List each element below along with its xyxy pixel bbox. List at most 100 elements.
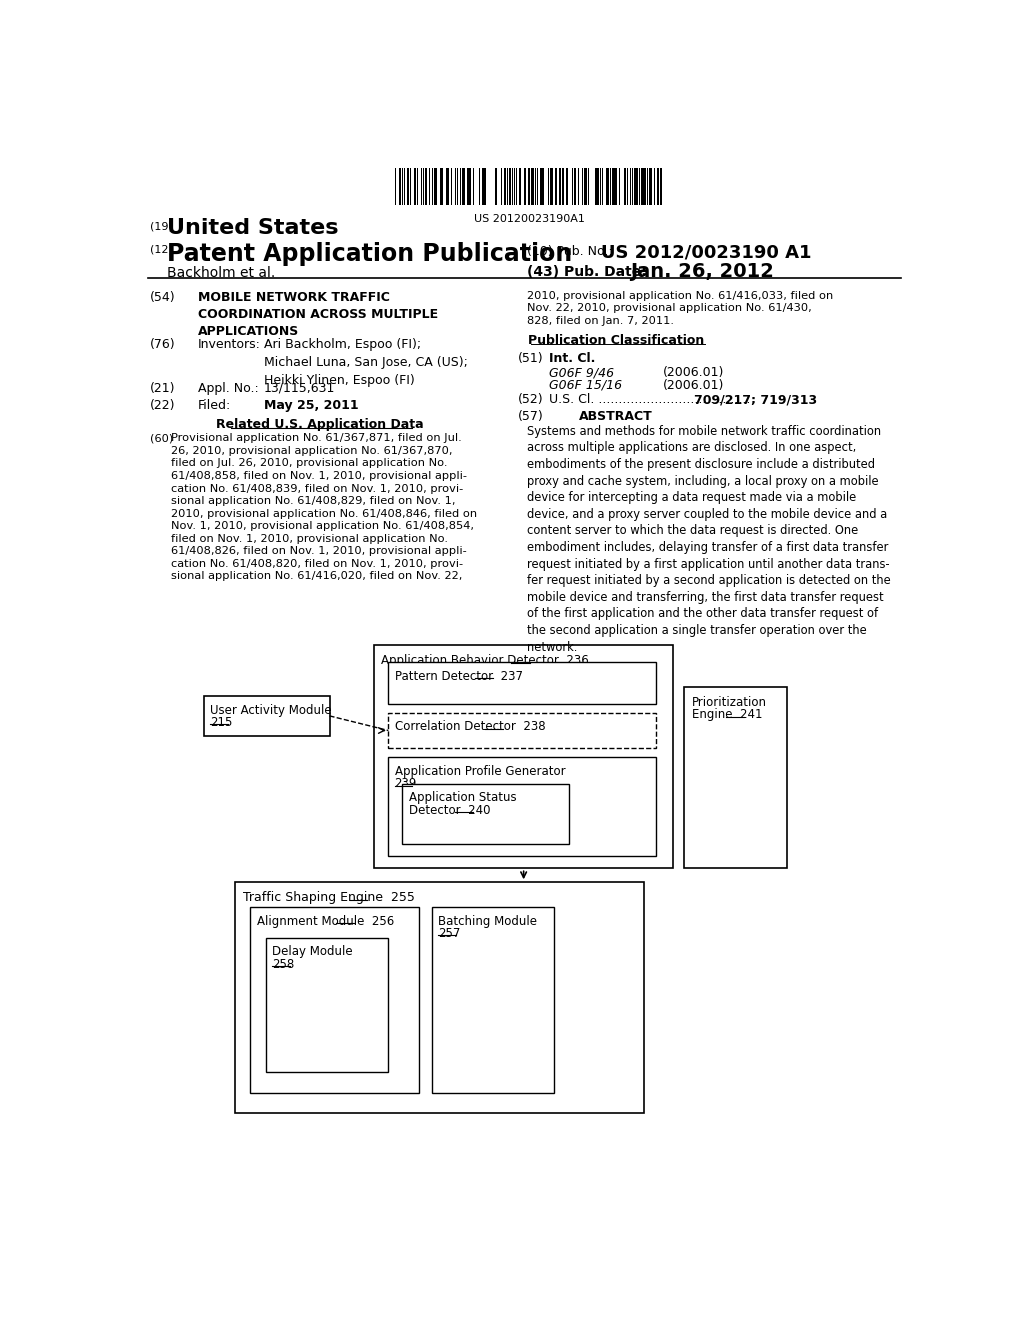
Bar: [432, 907, 554, 1093]
Bar: [606, 168, 609, 205]
Bar: [407, 168, 409, 205]
Text: 13/115,631: 13/115,631: [263, 381, 335, 395]
Bar: [423, 168, 424, 205]
Bar: [636, 168, 638, 205]
Bar: [388, 758, 655, 857]
Bar: [639, 168, 640, 205]
Text: (52): (52): [518, 393, 544, 407]
Bar: [460, 168, 461, 205]
Text: 215: 215: [210, 715, 232, 729]
Bar: [504, 168, 506, 205]
Text: (2006.01): (2006.01): [663, 379, 724, 392]
Bar: [555, 168, 557, 205]
Text: U.S. Cl. ......................................: U.S. Cl. ...............................…: [549, 393, 751, 407]
Text: (2006.01): (2006.01): [663, 367, 724, 379]
Text: G06F 9/46: G06F 9/46: [549, 367, 614, 379]
Text: ABSTRACT: ABSTRACT: [580, 411, 653, 424]
Text: Prioritization: Prioritization: [692, 696, 767, 709]
Bar: [266, 937, 388, 1072]
Text: Batching Module: Batching Module: [438, 915, 537, 928]
Text: (21): (21): [150, 381, 175, 395]
Bar: [414, 168, 417, 205]
Bar: [388, 713, 655, 748]
Text: (60): (60): [150, 433, 173, 444]
Bar: [588, 168, 589, 205]
Bar: [550, 168, 553, 205]
Text: (76): (76): [150, 338, 175, 351]
Text: Backholm et al.: Backholm et al.: [167, 267, 275, 280]
Text: Patent Application Publication: Patent Application Publication: [167, 242, 572, 265]
Text: Inventors:: Inventors:: [198, 338, 261, 351]
Bar: [634, 168, 636, 205]
Text: Related U.S. Application Data: Related U.S. Application Data: [216, 418, 424, 430]
Bar: [482, 168, 484, 205]
Bar: [611, 168, 614, 205]
Text: (51): (51): [518, 352, 544, 366]
Bar: [462, 168, 465, 205]
Text: United States: United States: [167, 218, 338, 239]
Text: Jan. 26, 2012: Jan. 26, 2012: [630, 263, 774, 281]
Text: Appl. No.:: Appl. No.:: [198, 381, 258, 395]
Text: Pattern Detector  237: Pattern Detector 237: [394, 669, 522, 682]
Text: 257: 257: [438, 927, 461, 940]
Bar: [643, 168, 646, 205]
Bar: [624, 168, 626, 205]
Text: US 20120023190A1: US 20120023190A1: [474, 214, 585, 224]
Text: Detector  240: Detector 240: [409, 804, 490, 817]
Text: Delay Module: Delay Module: [272, 945, 353, 958]
Text: Application Profile Generator: Application Profile Generator: [394, 766, 565, 779]
Text: 2010, provisional application No. 61/416,033, filed on
Nov. 22, 2010, provisiona: 2010, provisional application No. 61/416…: [527, 290, 834, 326]
Text: US 2012/0023190 A1: US 2012/0023190 A1: [601, 243, 811, 261]
Text: (12): (12): [150, 244, 173, 255]
Bar: [251, 907, 420, 1093]
Text: Provisional application No. 61/367,871, filed on Jul.
26, 2010, provisional appl: Provisional application No. 61/367,871, …: [171, 433, 477, 581]
Bar: [399, 168, 400, 205]
Text: Correlation Detector  238: Correlation Detector 238: [394, 721, 545, 734]
Text: Publication Classification: Publication Classification: [528, 334, 705, 347]
Bar: [434, 168, 435, 205]
Bar: [528, 168, 530, 205]
Bar: [495, 168, 497, 205]
Bar: [204, 696, 330, 737]
Bar: [573, 168, 575, 205]
Bar: [656, 168, 658, 205]
Bar: [649, 168, 652, 205]
Bar: [584, 168, 587, 205]
Bar: [559, 168, 561, 205]
Bar: [509, 168, 511, 205]
Bar: [515, 168, 517, 205]
Bar: [447, 168, 449, 205]
Bar: [615, 168, 617, 205]
Bar: [402, 784, 569, 843]
Bar: [540, 168, 543, 205]
Text: User Activity Module: User Activity Module: [210, 704, 332, 717]
Bar: [566, 168, 568, 205]
Text: 258: 258: [272, 958, 295, 970]
Text: (22): (22): [150, 400, 175, 412]
Text: (54): (54): [150, 290, 175, 304]
Text: (57): (57): [518, 411, 544, 424]
Bar: [595, 168, 598, 205]
Bar: [684, 686, 786, 869]
Bar: [562, 168, 564, 205]
Bar: [501, 168, 503, 205]
Bar: [234, 882, 644, 1113]
Text: (43) Pub. Date:: (43) Pub. Date:: [527, 264, 647, 279]
Text: 239: 239: [394, 777, 417, 791]
Bar: [473, 168, 474, 205]
Text: May 25, 2011: May 25, 2011: [263, 400, 358, 412]
Text: MOBILE NETWORK TRAFFIC
COORDINATION ACROSS MULTIPLE
APPLICATIONS: MOBILE NETWORK TRAFFIC COORDINATION ACRO…: [198, 290, 438, 338]
Bar: [524, 168, 526, 205]
Text: (10) Pub. No.:: (10) Pub. No.:: [527, 244, 612, 257]
Text: Application Status: Application Status: [409, 792, 516, 804]
Text: (19): (19): [150, 222, 173, 231]
Bar: [641, 168, 643, 205]
Bar: [432, 168, 433, 205]
Bar: [375, 645, 673, 869]
Bar: [660, 168, 662, 205]
Text: Filed:: Filed:: [198, 400, 231, 412]
Text: Traffic Shaping Engine  255: Traffic Shaping Engine 255: [243, 891, 415, 904]
Bar: [440, 168, 443, 205]
Bar: [518, 168, 521, 205]
Bar: [388, 663, 655, 704]
